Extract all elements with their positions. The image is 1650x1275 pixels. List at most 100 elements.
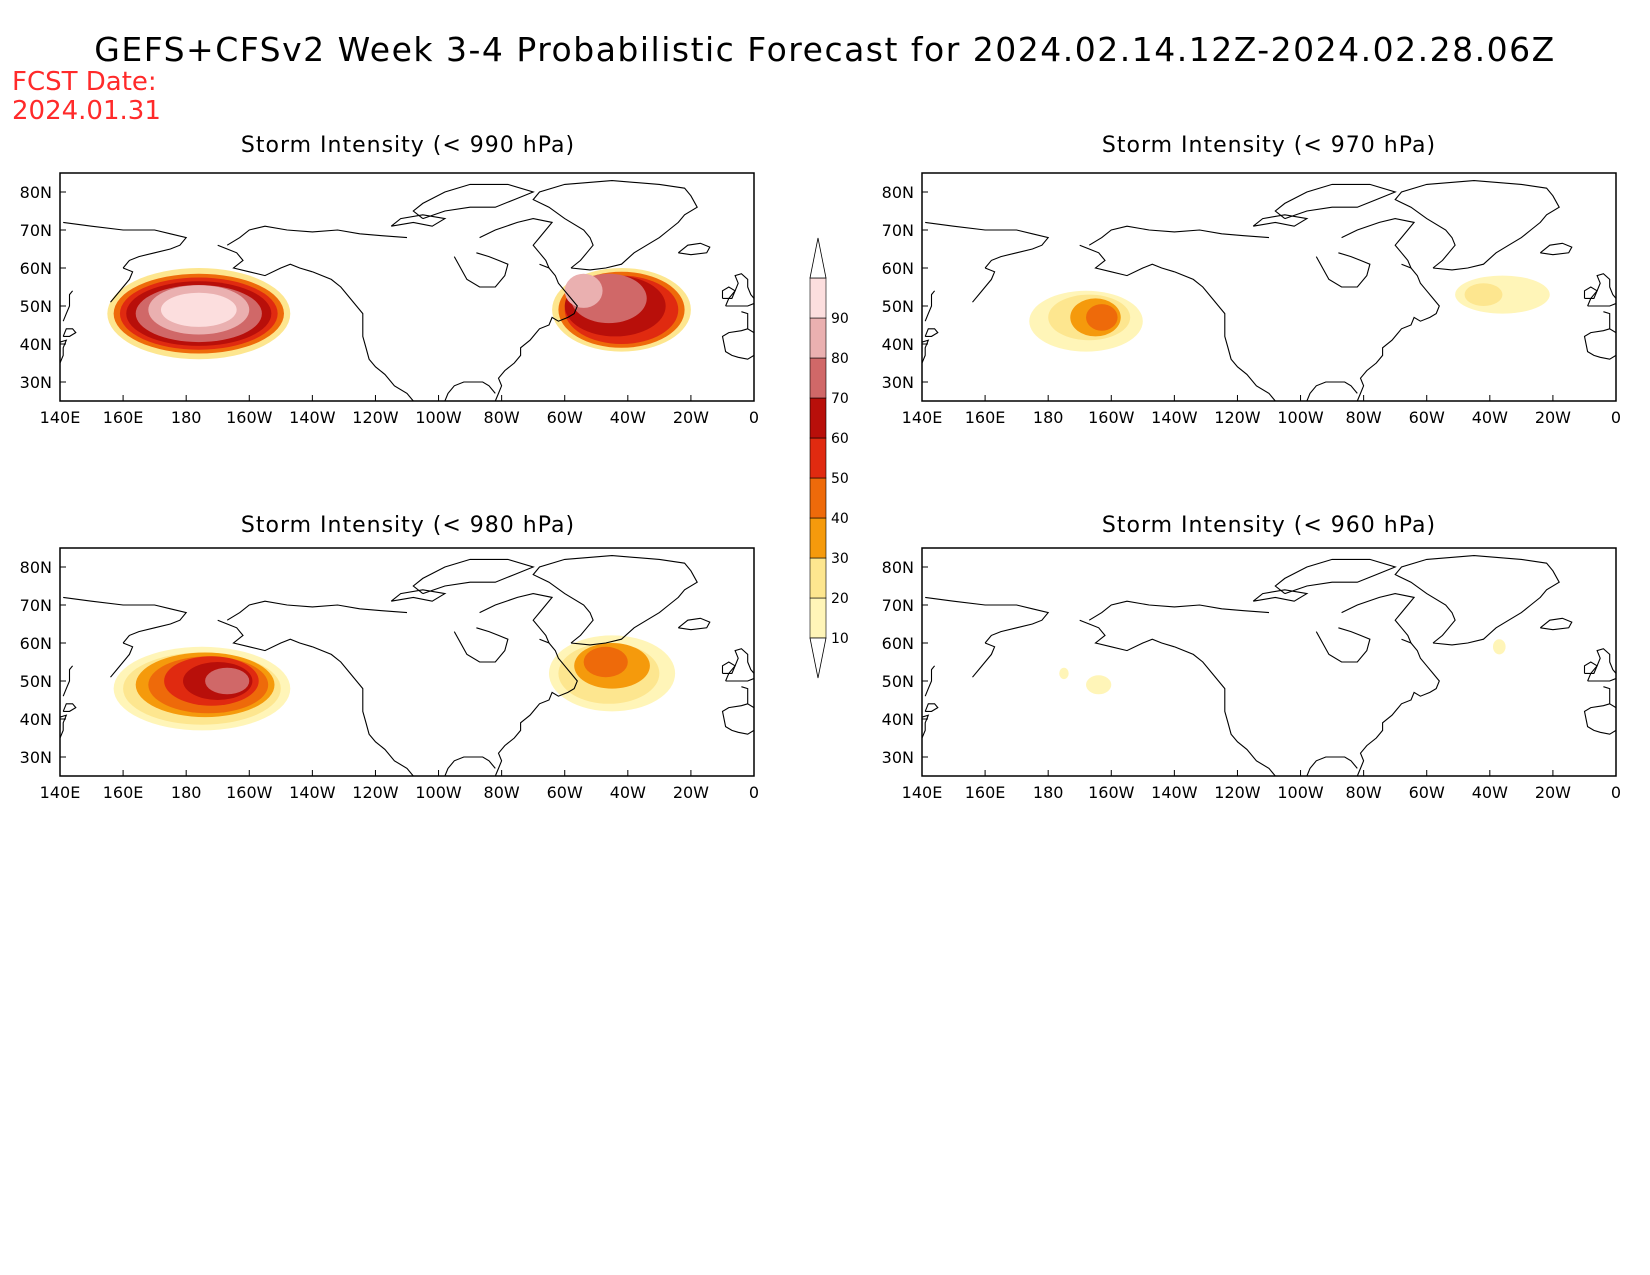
lat-tick-label: 70N bbox=[882, 221, 914, 240]
coastline bbox=[721, 703, 754, 735]
colorbar-tick-label: 10 bbox=[831, 631, 849, 647]
coastline bbox=[924, 703, 939, 712]
coastline bbox=[217, 244, 313, 277]
coastline bbox=[444, 381, 496, 401]
coastline bbox=[444, 756, 496, 776]
lat-tick-label: 80N bbox=[20, 558, 52, 577]
coastline bbox=[1252, 589, 1309, 602]
lon-tick-label: 60W bbox=[547, 408, 583, 427]
coastline bbox=[972, 642, 996, 678]
lon-tick-label: 40W bbox=[610, 408, 646, 427]
lon-tick-label: 40W bbox=[1472, 783, 1508, 802]
probability-contour bbox=[564, 273, 603, 308]
coastlines bbox=[922, 555, 1616, 776]
colorbar-segment bbox=[809, 397, 827, 439]
probability-contour bbox=[160, 292, 237, 327]
coastline bbox=[390, 589, 447, 602]
coastline bbox=[453, 252, 509, 288]
coastline bbox=[453, 627, 509, 663]
lat-tick-label: 40N bbox=[20, 710, 52, 729]
map-panel-3: Storm Intensity (< 980 hPa) 140E 160E 180 16… bbox=[20, 513, 759, 802]
coastline bbox=[924, 665, 936, 697]
lat-tick-label: 30N bbox=[20, 373, 52, 392]
colorbar-segment bbox=[809, 317, 827, 359]
coastline bbox=[1274, 558, 1397, 595]
main-title: GEFS+CFSv2 Week 3-4 Probabilistic Foreca… bbox=[94, 30, 1556, 69]
lat-tick-label: 60N bbox=[20, 634, 52, 653]
colorbar-tick-label: 40 bbox=[831, 511, 849, 527]
coastline bbox=[1394, 180, 1560, 271]
coastline bbox=[1174, 271, 1276, 401]
coastline bbox=[226, 225, 408, 246]
colorbar-tick-label: 30 bbox=[831, 551, 849, 567]
lon-tick-label: 160W bbox=[226, 783, 273, 802]
map-panel-4: Storm Intensity (< 960 hPa) 140E 160E 180 16… bbox=[882, 513, 1621, 802]
coastline bbox=[110, 267, 134, 303]
coastlines bbox=[60, 555, 754, 776]
panel-title: Storm Intensity (< 990 hPa) bbox=[241, 133, 575, 158]
lon-tick-label: 160E bbox=[965, 783, 1006, 802]
lon-tick-label: 20W bbox=[1535, 783, 1571, 802]
colorbar-segment bbox=[809, 477, 827, 519]
colorbar: 10 20 30 40 50 60 70 80 90 bbox=[809, 237, 849, 679]
lon-tick-label: 160W bbox=[1088, 783, 1135, 802]
lat-tick-label: 50N bbox=[20, 297, 52, 316]
probability-contour bbox=[1492, 639, 1506, 655]
coastline bbox=[721, 661, 736, 674]
lon-tick-label: 80W bbox=[1346, 408, 1382, 427]
probability-contour bbox=[583, 646, 628, 678]
probability-contour bbox=[205, 667, 250, 695]
coastline bbox=[1079, 244, 1175, 277]
lon-tick-label: 20W bbox=[673, 783, 709, 802]
coastline bbox=[1356, 263, 1440, 401]
coastline bbox=[62, 290, 74, 322]
coastline bbox=[677, 242, 711, 256]
lat-tick-label: 50N bbox=[882, 297, 914, 316]
lat-tick-label: 60N bbox=[20, 259, 52, 278]
probability-contour bbox=[1464, 283, 1503, 306]
probability-field bbox=[1059, 639, 1506, 695]
coastline bbox=[1394, 555, 1560, 646]
lon-tick-label: 120W bbox=[352, 408, 399, 427]
lat-tick-label: 40N bbox=[882, 710, 914, 729]
colorbar-tick-label: 70 bbox=[831, 391, 849, 407]
forecast-date-label: FCST Date: 2024.01.31 bbox=[12, 68, 161, 126]
fcst-date-value: 2024.01.31 bbox=[12, 96, 161, 126]
coastline bbox=[62, 703, 77, 712]
coastline bbox=[62, 328, 77, 337]
panel-title: Storm Intensity (< 980 hPa) bbox=[241, 513, 575, 538]
colorbar-tick-label: 80 bbox=[831, 351, 849, 367]
lon-tick-label: 140E bbox=[902, 783, 943, 802]
coastline bbox=[1583, 661, 1598, 674]
lon-tick-label: 60W bbox=[1409, 783, 1445, 802]
lon-tick-label: 100W bbox=[415, 783, 462, 802]
colorbar-tick-label: 90 bbox=[831, 311, 849, 327]
coastline bbox=[741, 686, 754, 709]
lon-tick-label: 60W bbox=[1409, 408, 1445, 427]
coastline bbox=[1603, 311, 1616, 334]
coastlines bbox=[922, 180, 1616, 401]
lat-tick-label: 60N bbox=[882, 634, 914, 653]
coastline bbox=[725, 648, 754, 682]
lon-tick-label: 140W bbox=[289, 783, 336, 802]
map-panels: Storm Intensity (< 990 hPa) 140E 160E 180 16… bbox=[20, 133, 1621, 802]
panel-title: Storm Intensity (< 960 hPa) bbox=[1102, 513, 1436, 538]
lon-tick-label: 180 bbox=[1033, 408, 1064, 427]
map-panel-2: Storm Intensity (< 970 hPa) 140E 160E 180 16… bbox=[882, 133, 1621, 427]
lat-tick-label: 80N bbox=[20, 183, 52, 202]
coastline bbox=[924, 290, 936, 322]
probability-contour bbox=[1086, 675, 1112, 695]
colorbar-segment bbox=[809, 277, 827, 319]
coastline bbox=[1583, 703, 1616, 735]
map-frame bbox=[59, 547, 755, 777]
coastline bbox=[1583, 328, 1616, 360]
lon-tick-label: 0 bbox=[749, 408, 759, 427]
coastline bbox=[924, 328, 939, 337]
lat-tick-label: 80N bbox=[882, 183, 914, 202]
coastlines bbox=[60, 180, 754, 401]
fcst-date-caption: FCST Date: bbox=[12, 67, 157, 97]
probability-field bbox=[107, 268, 691, 360]
lon-tick-label: 140W bbox=[1151, 408, 1198, 427]
lon-tick-label: 80W bbox=[484, 408, 520, 427]
